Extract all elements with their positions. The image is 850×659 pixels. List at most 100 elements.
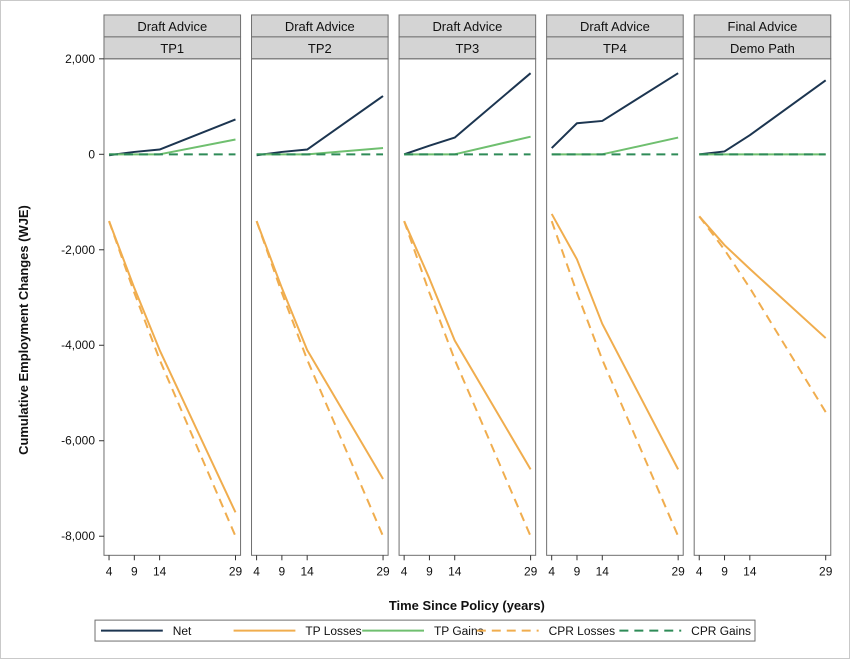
- series-line-net: [108, 118, 236, 157]
- series-line-tp-losses: [108, 220, 237, 513]
- x-tick-label: 14: [301, 564, 315, 578]
- series-line-net: [403, 72, 532, 156]
- y-tick: -4,000: [61, 338, 104, 352]
- x-axis-title: Time Since Policy (years): [389, 598, 545, 613]
- series-line-tp-losses: [403, 220, 532, 470]
- y-tick-label: -4,000: [61, 338, 95, 352]
- panel-frame: [546, 58, 684, 556]
- legend-entry-net: Net: [100, 624, 192, 638]
- panel-group-label: Draft Advice: [137, 19, 207, 34]
- x-tick-label: 14: [743, 564, 757, 578]
- x-tick-label: 9: [721, 564, 728, 578]
- x-tick: 29: [376, 555, 390, 578]
- y-tick: -8,000: [61, 529, 104, 543]
- panel-tp2: [251, 58, 389, 556]
- x-tick: 14: [743, 555, 757, 578]
- legend-entry-cpr-gains: CPR Gains: [619, 624, 751, 638]
- y-tick: -2,000: [61, 243, 104, 257]
- panel-group-label: Final Advice: [728, 19, 798, 34]
- x-tick: 4: [696, 555, 703, 578]
- x-tick-label: 14: [448, 564, 462, 578]
- panel-group-strip: Final Advice: [693, 14, 832, 38]
- legend-entry-cpr-losses: CPR Losses: [476, 624, 615, 638]
- x-tick-label: 4: [401, 564, 408, 578]
- series-line-net: [551, 72, 679, 149]
- y-tick-label: -8,000: [61, 529, 95, 543]
- panel-frame: [103, 58, 242, 556]
- x-tick-label: 9: [279, 564, 286, 578]
- legend-label: TP Losses: [305, 624, 361, 638]
- series-line-tp-losses: [550, 213, 680, 470]
- panel-strips: Draft Advice TP1 Draft Advice TP2 Draft Advi…: [103, 14, 832, 60]
- x-tick-label: 4: [106, 564, 113, 578]
- x-tick: 14: [301, 555, 315, 578]
- legend-frame: [94, 619, 756, 642]
- panel-group-strip: Draft Advice: [103, 14, 242, 38]
- panel-demo-path: [693, 58, 832, 556]
- panel-group-strip: Draft Advice: [398, 14, 537, 38]
- x-tick: 9: [721, 555, 728, 578]
- panel-frame: [251, 58, 389, 556]
- x-tick: 4: [106, 555, 113, 578]
- series-line-cpr-losses: [403, 220, 532, 537]
- x-tick: 29: [819, 555, 833, 578]
- x-tick: 4: [253, 555, 260, 578]
- x-tick: 9: [426, 555, 433, 578]
- x-tick-label: 9: [426, 564, 433, 578]
- x-tick-label: 4: [253, 564, 260, 578]
- y-tick: -6,000: [61, 434, 104, 448]
- panel-name-strip: TP4: [546, 36, 684, 60]
- x-tick: 29: [672, 555, 686, 578]
- x-tick-label: 4: [696, 564, 703, 578]
- panels: [103, 58, 832, 556]
- x-tick: 9: [279, 555, 286, 578]
- panel-group-label: Draft Advice: [432, 19, 502, 34]
- x-tick-label: 29: [524, 564, 538, 578]
- x-tick-label: 14: [153, 564, 167, 578]
- y-tick-label: 2,000: [65, 52, 95, 66]
- series-line-cpr-losses: [255, 220, 384, 537]
- series-line-tp-losses: [698, 215, 827, 339]
- panel-name-strip: TP2: [251, 36, 389, 60]
- legend-label: Net: [173, 624, 192, 638]
- series-line-cpr-losses: [550, 220, 680, 537]
- legend-entry-tp-losses: TP Losses: [233, 624, 362, 638]
- x-tick: 9: [131, 555, 138, 578]
- y-tick-label: 0: [88, 147, 95, 161]
- panel-tp1: [103, 58, 242, 556]
- x-tick-label: 9: [574, 564, 581, 578]
- legend-label: CPR Losses: [549, 624, 615, 638]
- panel-name-label: Demo Path: [730, 41, 795, 56]
- x-tick-label: 29: [819, 564, 833, 578]
- panel-name-label: TP2: [308, 41, 332, 56]
- legend-entry-tp-gains: TP Gains: [362, 624, 484, 638]
- series-line-net: [256, 95, 384, 157]
- panel-group-strip: Draft Advice: [546, 14, 684, 38]
- panel-group-label: Draft Advice: [285, 19, 355, 34]
- legend: Net TP Losses TP Gains CPR Losses CPR Gains: [94, 619, 756, 642]
- panel-group-strip: Draft Advice: [251, 14, 389, 38]
- x-tick: 29: [229, 555, 243, 578]
- panel-frame: [398, 58, 537, 556]
- legend-label: CPR Gains: [691, 624, 751, 638]
- x-tick-label: 4: [548, 564, 555, 578]
- x-axis: 4 9 14 29 4 9 14 29 4 9 14 29 4 9 14 29 4 9 14 29: [106, 555, 833, 578]
- x-tick: 4: [548, 555, 555, 578]
- panel-name-strip: Demo Path: [693, 36, 832, 60]
- y-tick: 2,000: [65, 52, 104, 66]
- series-line-tp-gains: [404, 135, 531, 156]
- x-tick: 9: [574, 555, 581, 578]
- x-tick-label: 29: [376, 564, 390, 578]
- x-tick: 14: [448, 555, 462, 578]
- x-tick: 14: [153, 555, 167, 578]
- x-tick-label: 29: [672, 564, 686, 578]
- x-tick-label: 29: [229, 564, 243, 578]
- x-tick: 14: [596, 555, 610, 578]
- y-axis-title: Cumulative Employment Changes (WJE): [16, 205, 31, 455]
- panel-tp3: [398, 58, 537, 556]
- series-line-tp-losses: [255, 220, 384, 480]
- panel-name-label: TP4: [603, 41, 627, 56]
- panel-frame: [693, 58, 832, 556]
- x-tick-label: 14: [596, 564, 610, 578]
